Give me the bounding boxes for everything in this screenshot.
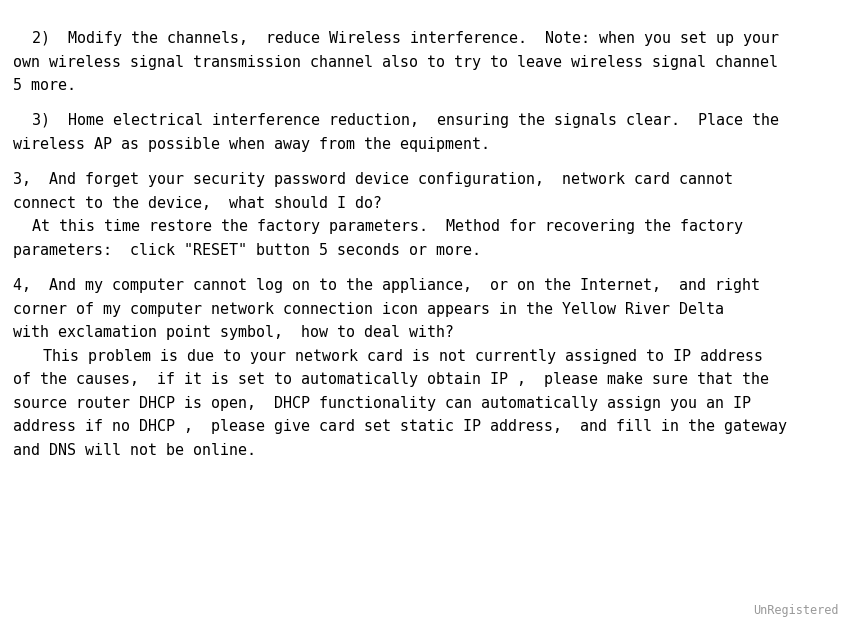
Text: wireless AP as possible when away from the equipment.: wireless AP as possible when away from t… [13,137,490,151]
Text: connect to the device,  what should I do?: connect to the device, what should I do? [13,196,382,211]
Text: UnRegistered: UnRegistered [753,605,838,617]
Text: parameters:  click "RESET" button 5 seconds or more.: parameters: click "RESET" button 5 secon… [13,242,481,258]
Text: 3)  Home electrical interference reduction,  ensuring the signals clear.  Place : 3) Home electrical interference reductio… [32,113,779,128]
Text: This problem is due to your network card is not currently assigned to IP address: This problem is due to your network card… [42,349,763,364]
Text: At this time restore the factory parameters.  Method for recovering the factory: At this time restore the factory paramet… [32,219,743,234]
Text: own wireless signal transmission channel also to try to leave wireless signal ch: own wireless signal transmission channel… [13,54,778,70]
Text: and DNS will not be online.: and DNS will not be online. [13,443,256,458]
Text: 4,  And my computer cannot log on to the appliance,  or on the Internet,  and ri: 4, And my computer cannot log on to the … [13,278,759,293]
Text: with exclamation point symbol,  how to deal with?: with exclamation point symbol, how to de… [13,325,454,340]
Text: 2)  Modify the channels,  reduce Wireless interference.  Note: when you set up y: 2) Modify the channels, reduce Wireless … [32,31,779,46]
Text: 3,  And forget your security password device configuration,  network card cannot: 3, And forget your security password dev… [13,172,733,187]
Text: 5 more.: 5 more. [13,78,76,93]
Text: of the causes,  if it is set to automatically obtain IP ,  please make sure that: of the causes, if it is set to automatic… [13,372,769,387]
Text: source router DHCP is open,  DHCP functionality can automatically assign you an : source router DHCP is open, DHCP functio… [13,396,751,411]
Text: corner of my computer network connection icon appears in the Yellow River Delta: corner of my computer network connection… [13,301,724,316]
Text: address if no DHCP ,  please give card set static IP address,  and fill in the g: address if no DHCP , please give card se… [13,420,787,434]
